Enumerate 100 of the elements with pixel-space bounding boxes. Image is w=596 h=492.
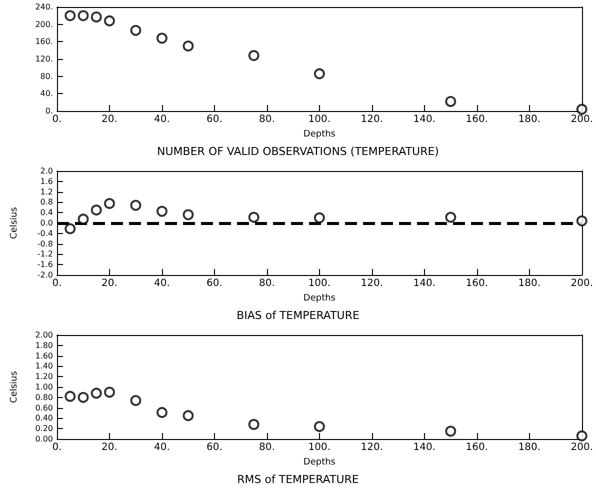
x-tick-label: 80. — [258, 278, 275, 289]
point — [64, 10, 76, 22]
point — [445, 212, 456, 223]
y-tick-label: 1.40 — [35, 362, 53, 371]
y-tick-label: 1.20 — [35, 372, 53, 382]
text: RMS of TEMPERATURE — [237, 473, 359, 486]
point — [576, 215, 588, 226]
y-tick-label: 1.00 — [35, 382, 53, 392]
y-tick-label: 2.0 — [40, 166, 53, 176]
x-tick-label: 40. — [154, 278, 170, 289]
point — [130, 200, 142, 211]
x-tick-label: 80. — [258, 114, 275, 125]
y-tick-label: 0.40 — [35, 414, 53, 423]
point — [314, 68, 325, 80]
x-tick-label: 140. — [413, 442, 436, 453]
text: BIAS of TEMPERATURE — [236, 309, 360, 322]
x-tick-label: 140. — [413, 278, 436, 289]
point — [445, 426, 456, 437]
y-tick-label: 0.60 — [35, 403, 53, 412]
x-tick-label: 0. — [52, 442, 62, 453]
point — [576, 430, 588, 442]
x-tick-label: 100. — [308, 442, 331, 453]
y-tick-label: 120. — [35, 54, 53, 64]
y-tick-label: 0.20 — [35, 424, 53, 434]
x-tick-label: 100. — [308, 278, 331, 289]
x-tick-label: 120. — [360, 278, 384, 289]
point — [90, 388, 102, 399]
x-tick-label: 160. — [466, 278, 488, 289]
y-tick-label: 1.60 — [35, 351, 53, 360]
y-tick-label: 1.6 — [40, 176, 53, 186]
y-tick-label: 0.80 — [35, 392, 53, 402]
point — [156, 32, 168, 44]
point — [156, 406, 168, 418]
x-tick-label: 60. — [206, 278, 222, 289]
x-axis-title: Depths — [303, 130, 336, 140]
x-tick-label: 60. — [206, 114, 222, 125]
y-tick-label: 2.00 — [35, 330, 53, 340]
x-tick-label: 20. — [102, 442, 118, 453]
x-tick-label: 60. — [206, 442, 222, 453]
x-tick-label: 0. — [52, 278, 62, 289]
x-tick-label: 40. — [154, 114, 170, 125]
x-tick-label: 20. — [102, 278, 118, 289]
x-axis-title: Depths — [303, 294, 336, 304]
point — [248, 212, 260, 223]
y-tick-label: -0.4 — [37, 228, 53, 238]
y-tick-label: 40. — [40, 89, 53, 98]
y-tick-label: 160. — [35, 37, 53, 46]
x-tick-label: 160. — [466, 442, 488, 453]
text: NUMBER OF VALID OBSERVATIONS (TEMPERATURE) — [157, 145, 439, 158]
y-tick-label: 1.2 — [40, 187, 53, 196]
point — [248, 418, 260, 430]
point — [248, 50, 260, 62]
point — [78, 10, 89, 22]
x-tick-label: 160. — [466, 114, 488, 125]
y-tick-label: -0.8 — [37, 239, 53, 248]
x-tick-label: 100. — [308, 114, 331, 125]
x-tick-label: 120. — [360, 114, 384, 125]
x-tick-label: 40. — [154, 442, 170, 453]
x-tick-label: 140. — [413, 114, 436, 125]
y-tick-label: 0. — [45, 106, 53, 116]
point — [182, 40, 194, 52]
y-tick-label: -2.0 — [37, 270, 53, 280]
x-tick-label: 180. — [518, 278, 541, 289]
x-axis-title: Depths — [303, 458, 336, 468]
point — [445, 96, 456, 107]
x-tick-label: 20. — [102, 114, 118, 125]
x-tick-label: 200. — [570, 278, 593, 289]
x-tick-label: 120. — [360, 442, 384, 453]
y-tick-label: 80. — [40, 72, 53, 81]
point — [314, 421, 325, 432]
point — [78, 392, 89, 403]
point — [156, 206, 168, 217]
point — [130, 395, 142, 406]
x-tick-label: 180. — [518, 114, 541, 125]
point — [182, 410, 194, 422]
y-tick-label: -1.2 — [37, 250, 53, 259]
point — [182, 209, 194, 220]
point — [576, 104, 588, 115]
y-tick-label: 1.80 — [35, 340, 53, 350]
y-tick-label: 0.8 — [40, 198, 53, 207]
point — [64, 390, 76, 402]
x-tick-label: 200. — [570, 114, 593, 125]
y-tick-label: -1.6 — [37, 260, 53, 270]
y-tick-label: 200. — [35, 20, 53, 29]
point — [130, 24, 142, 36]
point — [104, 198, 115, 209]
x-tick-label: 180. — [518, 442, 541, 453]
x-tick-label: 0. — [52, 114, 62, 125]
point — [90, 11, 102, 22]
point — [90, 204, 102, 216]
point — [314, 212, 325, 224]
y-tick-label: 0.0 — [40, 218, 53, 228]
point — [104, 15, 115, 26]
y-axis-title: Celsius — [10, 370, 20, 403]
point — [78, 214, 89, 225]
y-tick-label: 240. — [35, 2, 53, 12]
y-tick-label: 0.00 — [35, 434, 53, 444]
x-tick-label: 200. — [570, 442, 593, 453]
point — [64, 223, 76, 234]
x-tick-label: 80. — [258, 442, 275, 453]
